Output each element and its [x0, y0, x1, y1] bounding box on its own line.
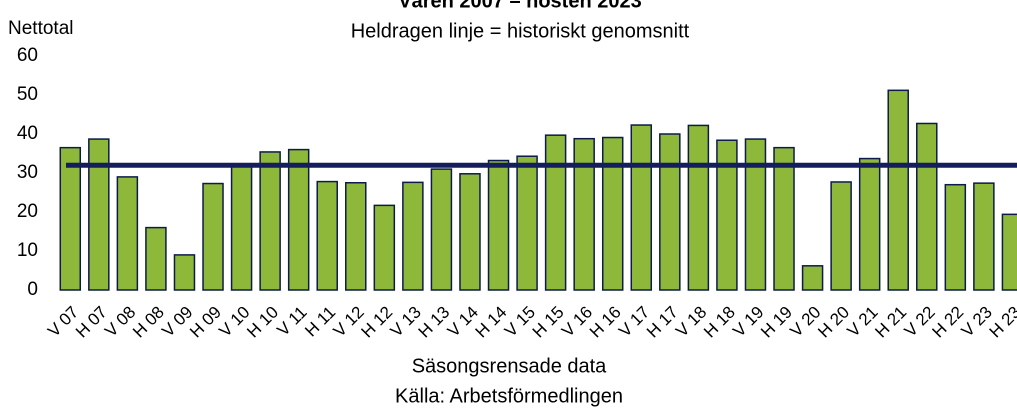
- x-tick-label: V 14: [444, 303, 482, 341]
- y-tick-label: 40: [17, 123, 38, 144]
- y-tick-label: 20: [17, 201, 38, 222]
- x-tick-label: V 09: [158, 303, 196, 341]
- bar: [202, 182, 224, 291]
- bar: [1001, 213, 1017, 291]
- chart-subtitle: Heldragen linje = historiskt genomsnitt: [351, 20, 690, 42]
- x-tick-label: V 19: [729, 303, 767, 341]
- x-tick-label: V 10: [215, 303, 253, 341]
- bar: [801, 265, 824, 291]
- y-tick-label: 50: [17, 84, 38, 105]
- bar: [230, 164, 253, 291]
- bar: [287, 148, 310, 291]
- source-note: Källa: Arbetsförmedlingen: [395, 385, 623, 407]
- bar: [973, 182, 995, 291]
- x-tick-label: V 21: [844, 303, 882, 341]
- bar: [345, 182, 367, 291]
- y-tick-label: 30: [17, 162, 38, 183]
- x-tick-label: V 22: [901, 303, 939, 341]
- bar: [145, 226, 167, 291]
- bar: [173, 254, 196, 291]
- x-tick-label: H 11: [301, 303, 339, 341]
- x-tick-label: H 18: [700, 303, 739, 342]
- bar: [858, 157, 881, 291]
- x-tick-label: V 18: [672, 303, 710, 341]
- x-tick-label: H 19: [757, 303, 796, 342]
- x-tick-label: H 23: [986, 303, 1017, 342]
- x-tick-label: H 12: [357, 303, 396, 342]
- x-axis-label: Säsongsrensade data: [412, 355, 607, 377]
- x-tick-label: H 22: [928, 303, 967, 342]
- x-tick-label: H 20: [814, 303, 853, 342]
- bar: [373, 204, 396, 291]
- bar: [830, 181, 852, 291]
- y-tick-label: 0: [27, 279, 38, 300]
- y-axis-label: Nettotal: [8, 18, 73, 39]
- y-tick-label: 60: [17, 45, 38, 66]
- bar: [659, 133, 681, 291]
- bar: [59, 146, 82, 291]
- bar: [259, 151, 281, 291]
- bar: [430, 168, 453, 291]
- chart-title: Våren 2007 – hösten 2023: [398, 0, 641, 12]
- bar: [744, 138, 767, 291]
- bar: [716, 139, 738, 291]
- x-tick-label: H 07: [72, 303, 111, 342]
- bar: [316, 180, 338, 291]
- bar: [773, 146, 795, 291]
- bar: [116, 176, 139, 291]
- x-tick-label: V 17: [615, 303, 653, 341]
- x-tick-label: H 17: [643, 303, 682, 342]
- bar: [887, 89, 909, 291]
- bar: [944, 183, 967, 291]
- bar: [544, 134, 567, 291]
- x-tick-label: V 16: [558, 303, 596, 341]
- x-tick-label: H 14: [472, 303, 511, 342]
- x-tick-label: V 11: [273, 303, 310, 340]
- x-tick-label: H 21: [871, 303, 910, 342]
- y-tick-label: 10: [17, 240, 38, 261]
- x-tick-label: H 15: [529, 303, 568, 342]
- x-tick-label: H 09: [186, 303, 225, 342]
- x-tick-label: H 08: [129, 303, 168, 342]
- bar: [630, 124, 653, 291]
- bar: [459, 173, 481, 291]
- x-tick-label: V 07: [44, 303, 82, 341]
- bar: [88, 138, 110, 291]
- x-tick-label: V 12: [330, 303, 368, 341]
- bar: [916, 122, 938, 291]
- bar: [687, 124, 710, 291]
- x-tick-label: H 13: [415, 303, 454, 342]
- bar: [516, 155, 538, 291]
- x-tick-label: H 10: [243, 303, 282, 342]
- x-tick-label: V 13: [387, 303, 425, 341]
- x-tick-label: H 16: [586, 303, 625, 342]
- x-tick-label: V 08: [101, 303, 139, 341]
- x-tick-label: V 15: [501, 303, 539, 341]
- bar: [573, 137, 595, 291]
- bar: [402, 181, 424, 291]
- bar: [601, 136, 624, 291]
- x-tick-label: V 20: [786, 303, 824, 341]
- x-tick-label: V 23: [958, 303, 996, 341]
- bar: [487, 159, 510, 291]
